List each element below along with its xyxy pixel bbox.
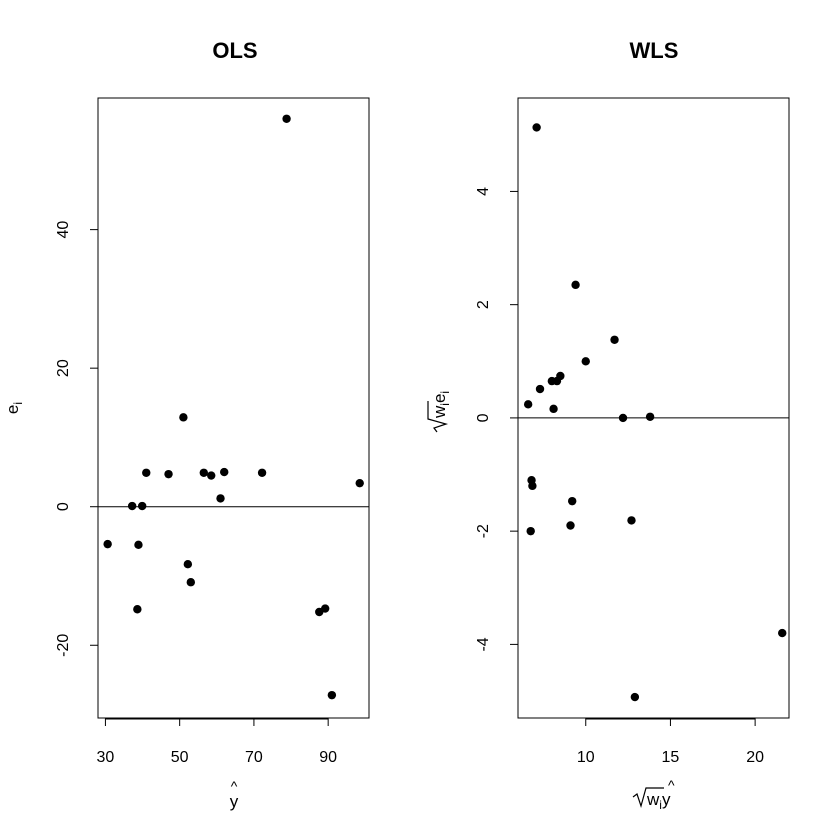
wls-x-tick-label: 15 xyxy=(662,749,680,766)
wls-y-tick-label: -4 xyxy=(475,637,492,651)
wls-point xyxy=(618,413,628,423)
wls-x-axis: 10 15 20 xyxy=(577,718,764,766)
ols-point xyxy=(103,539,112,549)
wls-y-label: wiei xyxy=(427,391,452,433)
wls-panel: WLS 10 15 20 -4 -2 0 2 4 wiy ^ wiei xyxy=(427,38,790,812)
wls-y-axis: -4 -2 0 2 4 xyxy=(475,187,518,652)
wls-x-tick-label: 20 xyxy=(746,749,764,766)
ols-y-label: ei xyxy=(3,402,25,414)
wls-point xyxy=(526,526,535,536)
ols-point xyxy=(220,467,229,477)
ols-point xyxy=(282,114,291,123)
ols-point xyxy=(216,494,225,503)
wls-point xyxy=(568,496,577,506)
ols-title: OLS xyxy=(212,38,257,63)
wls-point xyxy=(778,628,787,638)
ols-point xyxy=(183,560,193,569)
svg-text:^: ^ xyxy=(668,777,675,793)
wls-point xyxy=(532,123,541,132)
ols-point xyxy=(179,413,188,422)
wls-y-tick-label: 2 xyxy=(475,300,492,309)
wls-point xyxy=(571,280,580,290)
wls-x-label: wiy ^ xyxy=(632,777,675,812)
ols-y-tick-label: 0 xyxy=(55,502,72,511)
wls-plot-frame xyxy=(517,97,790,719)
ols-point xyxy=(320,604,330,613)
ols-x-tick-label: 70 xyxy=(245,749,263,766)
ols-y-axis: -20 0 20 40 xyxy=(55,221,98,657)
wls-point xyxy=(610,335,619,344)
ols-point xyxy=(186,578,196,587)
wls-point xyxy=(627,516,636,525)
wls-point xyxy=(549,404,558,414)
ols-x-tick-label: 50 xyxy=(171,749,189,766)
ols-point xyxy=(134,540,143,550)
ols-y-tick-label: -20 xyxy=(55,634,72,657)
ols-y-tick-label: 40 xyxy=(55,221,72,239)
ols-points xyxy=(103,114,364,700)
wls-points xyxy=(523,123,787,702)
wls-point xyxy=(528,481,537,491)
ols-point xyxy=(142,468,151,477)
ols-y-tick-label: 20 xyxy=(55,359,72,377)
ols-point xyxy=(355,478,364,488)
wls-point xyxy=(523,400,533,409)
ols-x-label: y xyxy=(230,792,239,811)
ols-point xyxy=(327,690,337,700)
ols-plot-frame xyxy=(97,97,370,719)
ols-x-axis: 30 50 70 90 xyxy=(97,718,337,766)
ols-x-tick-label: 30 xyxy=(97,749,115,766)
wls-y-tick-label: -2 xyxy=(475,524,492,538)
wls-y-tick-label: 0 xyxy=(475,413,492,422)
ols-point xyxy=(133,605,142,614)
wls-y-tick-label: 4 xyxy=(475,187,492,196)
wls-title: WLS xyxy=(630,38,679,63)
wls-point xyxy=(535,384,545,394)
ols-point xyxy=(199,468,209,477)
ols-point xyxy=(164,469,173,479)
wls-point xyxy=(556,371,565,381)
ols-x-label-hat: ^ xyxy=(231,778,238,794)
ols-x-tick-label: 90 xyxy=(319,749,337,766)
svg-text:wiei: wiei xyxy=(430,391,452,419)
ols-point xyxy=(127,501,137,511)
svg-text:ei: ei xyxy=(3,402,25,414)
wls-point xyxy=(645,412,655,421)
wls-x-tick-label: 10 xyxy=(577,749,595,766)
ols-point xyxy=(257,468,267,477)
wls-point xyxy=(581,357,590,366)
svg-text:wiy: wiy xyxy=(646,790,671,812)
ols-point xyxy=(137,501,147,511)
ols-panel: OLS 30 50 70 90 -20 0 20 40 y ^ ei xyxy=(3,38,370,811)
wls-point xyxy=(566,521,575,530)
wls-point xyxy=(630,692,640,702)
ols-point xyxy=(207,471,216,480)
